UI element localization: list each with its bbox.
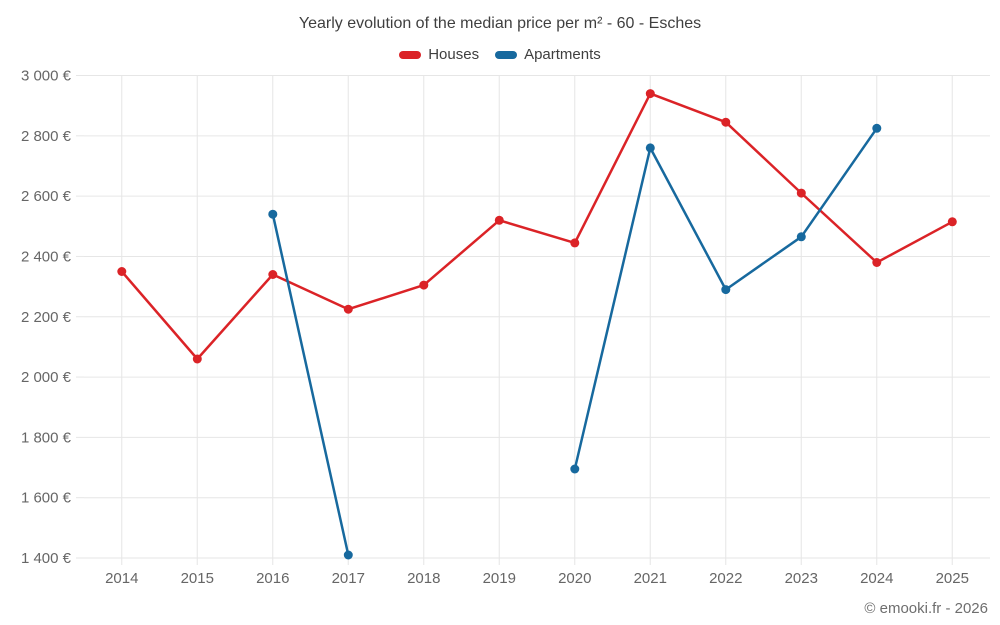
- houses-marker[interactable]: [872, 258, 882, 267]
- houses-marker[interactable]: [117, 267, 127, 276]
- houses-marker[interactable]: [721, 117, 731, 127]
- x-tick-label: 2022: [709, 570, 742, 587]
- apartments-marker[interactable]: [645, 143, 655, 153]
- x-tick-label: 2015: [181, 570, 214, 587]
- apartments-marker[interactable]: [343, 550, 353, 560]
- footer-credit: © emooki.fr - 2026: [864, 600, 988, 617]
- y-tick-label: 2 600 €: [21, 188, 72, 205]
- legend-swatch-houses: [399, 50, 422, 59]
- x-tick-label: 2017: [332, 570, 365, 587]
- legend-item-apartments[interactable]: Apartments: [495, 46, 601, 63]
- y-tick-label: 2 200 €: [21, 309, 72, 326]
- y-tick-label: 2 000 €: [21, 369, 72, 386]
- apartments-marker[interactable]: [268, 209, 278, 219]
- houses-line: [120, 92, 954, 361]
- apartments-marker[interactable]: [872, 123, 882, 133]
- houses-marker[interactable]: [343, 304, 353, 314]
- chart-title: Yearly evolution of the median price per…: [298, 15, 702, 32]
- legend-label-houses: Houses: [428, 46, 480, 63]
- apartments-marker[interactable]: [796, 232, 806, 242]
- x-tick-label: 2020: [558, 570, 591, 587]
- x-tick-label: 2024: [860, 570, 893, 587]
- legend-label-apartments: Apartments: [524, 46, 601, 63]
- x-tick-label: 2019: [483, 570, 516, 587]
- houses-marker[interactable]: [570, 238, 580, 248]
- chart-legend: Houses Apartments: [0, 46, 1000, 63]
- houses-marker[interactable]: [192, 354, 202, 364]
- y-tick-label: 1 800 €: [21, 429, 72, 446]
- apartments-marker[interactable]: [721, 285, 731, 295]
- x-tick-label: 2018: [407, 570, 440, 587]
- houses-marker[interactable]: [494, 215, 504, 225]
- houses-marker[interactable]: [645, 89, 655, 99]
- y-tick-label: 2 400 €: [21, 248, 72, 265]
- apartments-marker[interactable]: [570, 464, 580, 474]
- y-tick-label: 1 400 €: [21, 550, 72, 567]
- x-tick-label: 2023: [785, 570, 818, 587]
- houses-marker[interactable]: [268, 270, 278, 279]
- legend-item-houses[interactable]: Houses: [399, 46, 479, 63]
- houses-marker[interactable]: [796, 188, 806, 198]
- x-tick-label: 2021: [634, 570, 667, 587]
- x-tick-label: 2016: [256, 570, 289, 587]
- houses-marker[interactable]: [419, 280, 429, 290]
- houses-marker[interactable]: [947, 217, 957, 227]
- y-tick-label: 2 800 €: [21, 128, 72, 145]
- y-tick-label: 3 000 €: [21, 68, 72, 85]
- y-tick-label: 1 600 €: [21, 490, 72, 507]
- legend-swatch-apartments: [495, 50, 518, 59]
- x-tick-label: 2014: [105, 570, 138, 587]
- x-tick-label: 2025: [936, 570, 969, 587]
